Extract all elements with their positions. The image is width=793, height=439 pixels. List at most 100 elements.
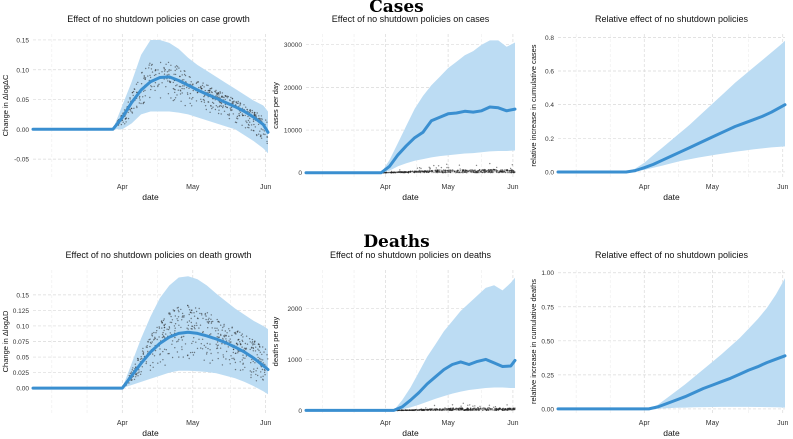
state-point: [161, 333, 164, 336]
state-point: [262, 129, 264, 131]
state-point: [399, 409, 401, 411]
state-point: [423, 409, 425, 411]
state-point: [174, 91, 176, 94]
state-point: [231, 97, 234, 100]
y-tick-label: 0.125: [13, 308, 30, 315]
state-point: [500, 170, 503, 172]
state-point: [259, 346, 261, 348]
state-point: [240, 343, 242, 346]
state-point: [498, 408, 501, 410]
state-point: [162, 331, 164, 334]
state-point: [224, 103, 227, 106]
state-point: [509, 167, 512, 170]
state-point: [245, 335, 248, 337]
state-point: [245, 347, 248, 349]
state-point: [249, 111, 251, 114]
state-point: [154, 349, 157, 352]
state-point: [494, 169, 496, 171]
state-point: [179, 93, 182, 95]
x-tick-label: May: [706, 420, 720, 427]
state-point: [163, 324, 165, 327]
state-point: [480, 171, 482, 173]
state-point: [249, 348, 251, 351]
state-point: [177, 306, 179, 309]
state-point: [253, 112, 256, 115]
state-point: [239, 331, 241, 333]
state-point: [129, 97, 131, 99]
state-point: [435, 171, 437, 174]
state-point: [413, 170, 415, 173]
x-tick-label: Jun: [777, 184, 788, 191]
state-point: [152, 361, 154, 364]
state-point: [122, 121, 124, 123]
state-point: [485, 169, 487, 171]
state-point: [247, 119, 250, 122]
state-point: [511, 169, 513, 172]
state-point: [241, 359, 243, 361]
state-point: [494, 406, 497, 408]
state-point: [136, 105, 138, 108]
state-point: [168, 69, 170, 71]
state-point: [207, 101, 210, 103]
state-point: [241, 346, 243, 348]
state-point: [142, 351, 145, 353]
state-point: [513, 170, 515, 172]
state-point: [154, 89, 156, 92]
state-point: [255, 370, 257, 372]
state-point: [139, 358, 142, 360]
state-point: [141, 366, 143, 368]
state-point: [256, 354, 258, 356]
state-point: [203, 359, 205, 361]
state-point: [254, 115, 256, 117]
state-point: [415, 171, 417, 173]
state-point: [210, 321, 213, 323]
state-point: [145, 67, 147, 70]
state-point: [166, 71, 169, 73]
state-point: [414, 409, 416, 411]
state-point: [237, 100, 239, 103]
state-point: [470, 407, 472, 409]
state-point: [156, 326, 158, 329]
state-point: [245, 120, 247, 122]
state-point: [181, 312, 184, 315]
state-point: [139, 373, 142, 375]
state-point: [250, 371, 253, 373]
state-point: [137, 375, 139, 377]
y-tick-label: 0.10: [16, 323, 29, 330]
state-point: [250, 362, 252, 364]
state-point: [490, 170, 492, 172]
state-point: [204, 314, 206, 316]
state-point: [154, 336, 156, 338]
state-point: [201, 331, 204, 334]
state-point: [228, 335, 230, 337]
state-point: [210, 333, 212, 335]
state-point: [252, 350, 254, 352]
state-point: [207, 321, 209, 323]
state-point: [470, 170, 473, 173]
state-point: [224, 334, 226, 336]
x-axis-label: date: [142, 428, 159, 438]
state-point: [509, 407, 512, 410]
state-point: [186, 354, 189, 357]
y-tick-label: 0.00: [541, 406, 554, 413]
state-point: [125, 117, 127, 120]
state-point: [142, 90, 145, 93]
estimate-line: [304, 105, 517, 175]
state-point: [222, 106, 224, 109]
state-point: [195, 100, 198, 102]
y-tick-label: 0.15: [16, 37, 29, 44]
state-point: [147, 350, 149, 353]
state-point: [163, 329, 165, 332]
state-point: [191, 342, 193, 345]
state-point: [447, 167, 450, 169]
state-point: [245, 348, 247, 351]
state-point: [224, 330, 226, 332]
state-point: [217, 333, 219, 335]
x-tick-label: Apr: [117, 184, 129, 191]
y-tick-label: 30000: [284, 42, 302, 49]
state-point: [200, 347, 202, 349]
state-point: [190, 328, 192, 330]
state-point: [173, 99, 176, 101]
state-point: [200, 312, 203, 315]
state-point: [181, 87, 183, 90]
